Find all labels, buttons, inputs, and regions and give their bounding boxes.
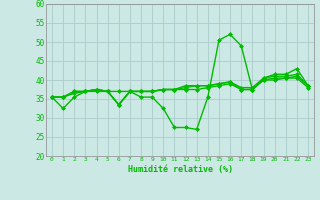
X-axis label: Humidité relative (%): Humidité relative (%) (127, 165, 233, 174)
